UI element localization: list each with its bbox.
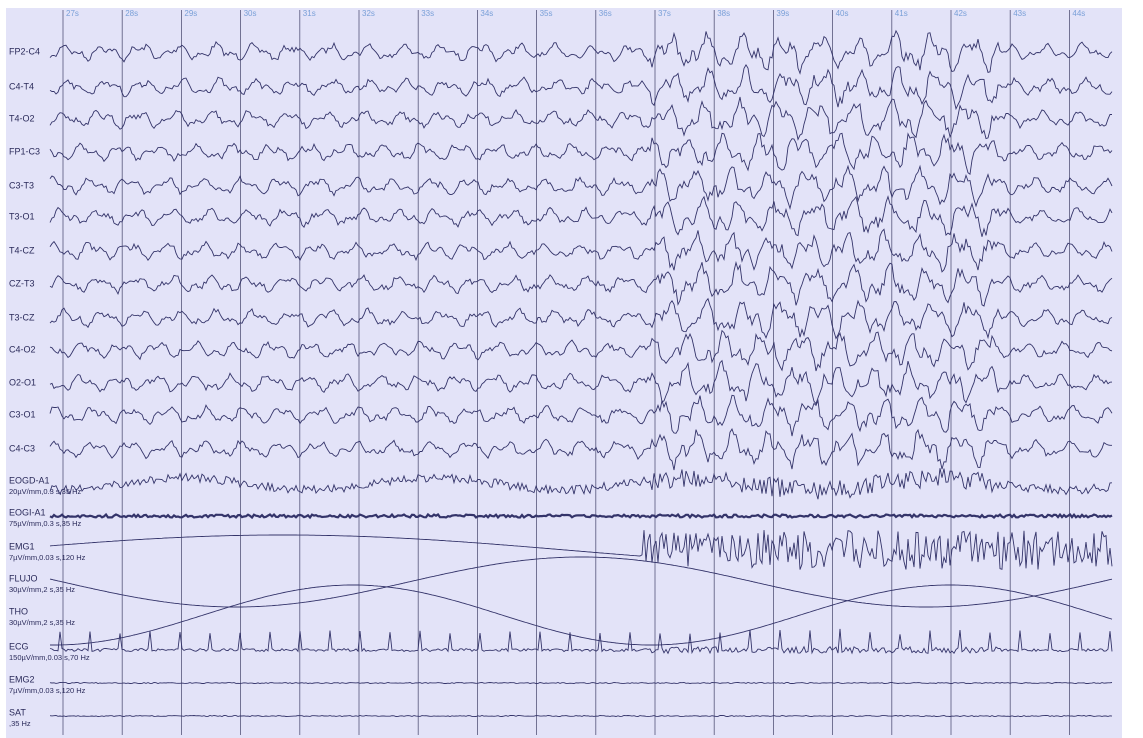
- channel-settings: 7µV/mm,0.03 s,120 Hz: [9, 553, 86, 562]
- time-label: 33s: [421, 9, 434, 18]
- trace: [49, 427, 1112, 471]
- channel-label: SAT: [9, 707, 26, 717]
- trace: [49, 512, 1113, 520]
- trace: [49, 556, 1113, 608]
- time-label: 34s: [480, 9, 493, 18]
- channel-label: T3-CZ: [9, 312, 35, 322]
- trace: [50, 584, 1113, 646]
- channel-settings: 7µV/mm,0.03 s,120 Hz: [9, 686, 86, 695]
- time-label: 37s: [658, 9, 671, 18]
- trace: [49, 359, 1113, 405]
- trace: [49, 132, 1113, 176]
- channel-label: C3-T3: [9, 180, 34, 190]
- channel-label: FP1-C3: [9, 146, 40, 156]
- trace: [49, 96, 1112, 141]
- channel-label: EMG2: [9, 674, 35, 684]
- time-label: 27s: [66, 9, 79, 18]
- trace: [49, 530, 1113, 570]
- time-label: 44s: [1072, 9, 1085, 18]
- channel-label: CZ-T3: [9, 278, 35, 288]
- time-label: 32s: [362, 9, 375, 18]
- channel-settings: 30µV/mm,2 s,35 Hz: [9, 585, 75, 594]
- time-label: 41s: [895, 9, 908, 18]
- channel-settings: 150µV/mm,0.03 s,70 Hz: [9, 653, 90, 662]
- channel-settings: 20µV/mm,0.3 s,35 Hz: [9, 487, 82, 496]
- time-label: 29s: [184, 9, 197, 18]
- time-label: 40s: [836, 9, 849, 18]
- channel-label: FLUJO: [9, 573, 38, 583]
- time-label: 38s: [717, 9, 730, 18]
- trace: [49, 64, 1113, 111]
- trace: [49, 195, 1113, 237]
- trace: [49, 329, 1113, 372]
- channel-label: THO: [9, 606, 28, 616]
- trace: [49, 682, 1113, 684]
- trace: [49, 228, 1113, 273]
- time-label: 31s: [303, 9, 316, 18]
- trace: [49, 297, 1113, 340]
- trace: [49, 164, 1113, 210]
- trace: [49, 260, 1113, 307]
- trace: [49, 628, 1113, 655]
- channel-settings: 75µV/mm,0.3 s,35 Hz: [9, 519, 82, 528]
- channel-settings: ,35 Hz: [9, 719, 31, 728]
- time-label: 35s: [540, 9, 553, 18]
- channel-settings: 30µV/mm,2 s,35 Hz: [9, 618, 75, 627]
- time-label: 42s: [954, 9, 967, 18]
- channel-label: O2-O1: [9, 377, 36, 387]
- channel-label: ECG: [9, 641, 29, 651]
- channel-label: C4-O2: [9, 344, 36, 354]
- time-label: 28s: [125, 9, 138, 18]
- channel-label: T4-CZ: [9, 245, 35, 255]
- channel-label: T3-O1: [9, 211, 35, 221]
- channel-label: C4-T4: [9, 81, 34, 91]
- channel-label: T4-O2: [9, 113, 35, 123]
- time-label: 36s: [599, 9, 612, 18]
- time-label: 39s: [776, 9, 789, 18]
- channel-label: C4-C3: [9, 443, 35, 453]
- trace: [49, 394, 1113, 437]
- trace: [49, 468, 1113, 500]
- channel-label: EOGI-A1: [9, 507, 46, 517]
- channel-label: EMG1: [9, 541, 35, 551]
- time-label: 30s: [244, 9, 257, 18]
- trace: [49, 715, 1113, 717]
- trace: [49, 29, 1113, 75]
- time-label: 43s: [1013, 9, 1026, 18]
- paper: [6, 8, 1122, 738]
- channel-label: FP2-C4: [9, 46, 40, 56]
- channel-label: EOGD-A1: [9, 475, 50, 485]
- channel-label: C3-O1: [9, 409, 36, 419]
